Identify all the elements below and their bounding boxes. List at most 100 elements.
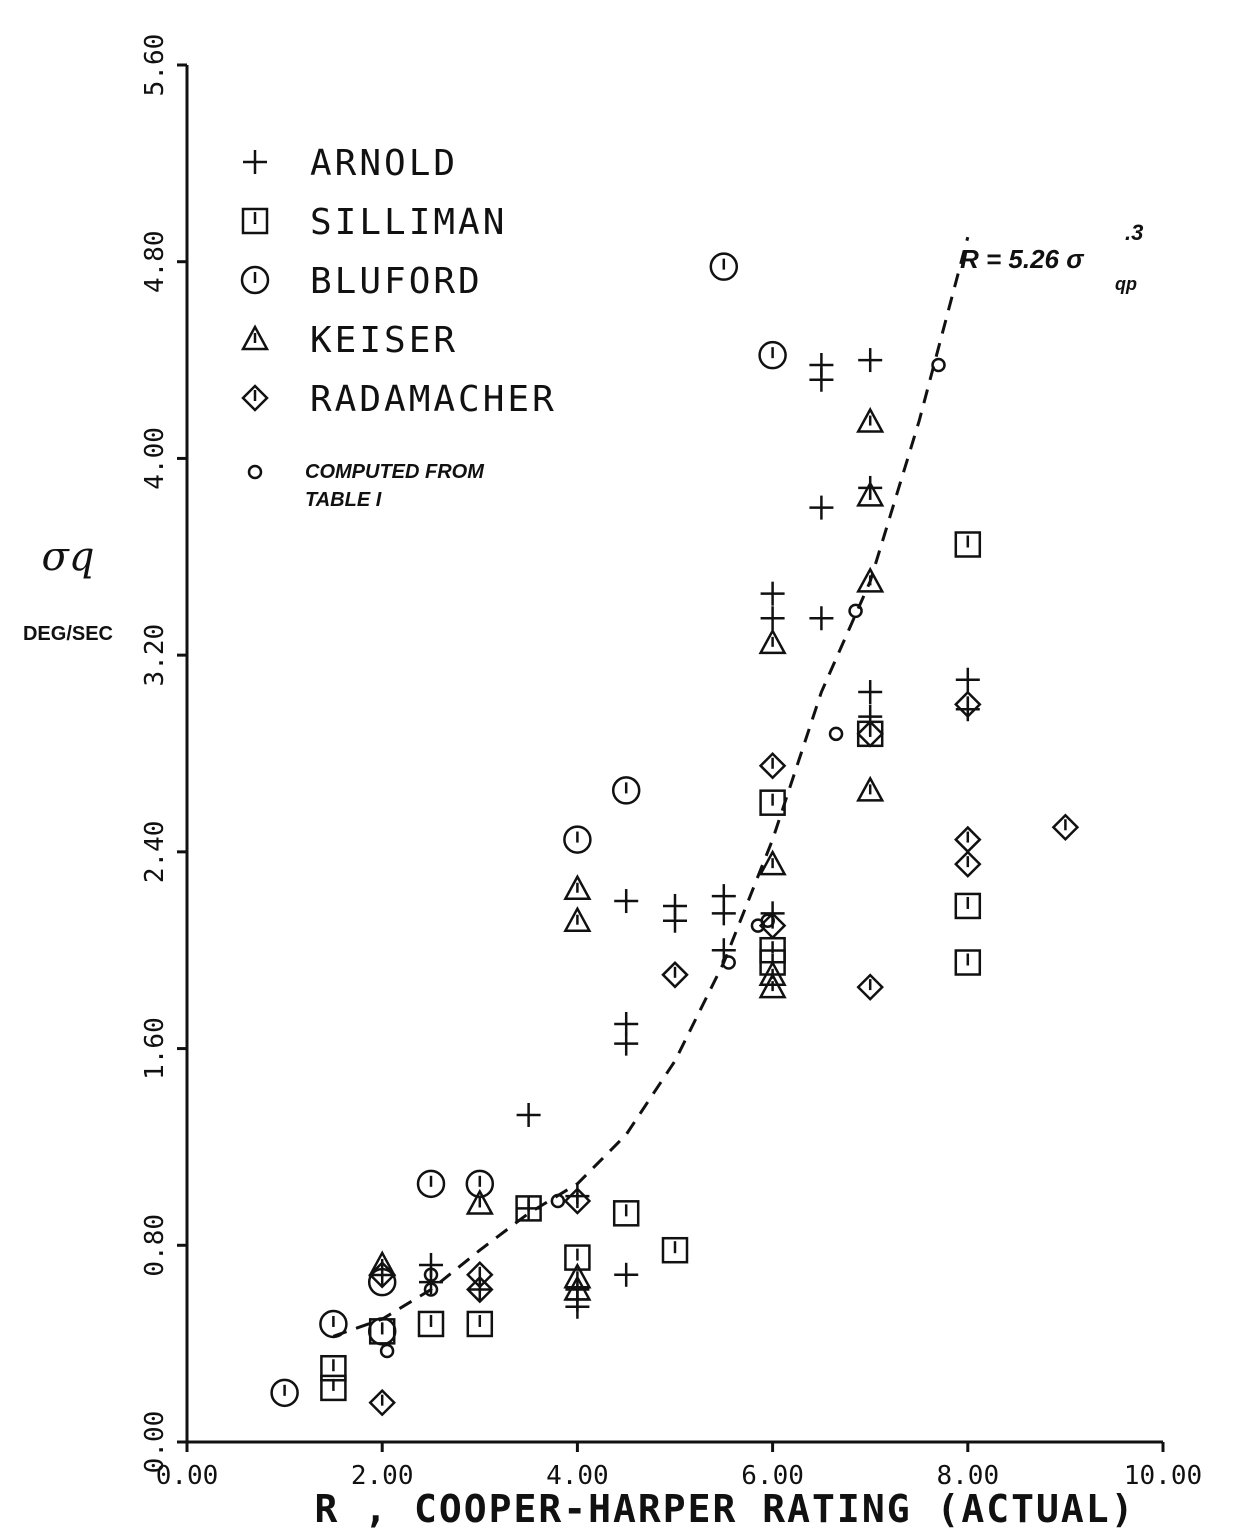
point-radamacher xyxy=(856,973,884,1001)
point-keiser xyxy=(563,874,592,900)
legend-marker-keiser xyxy=(240,324,270,351)
point-arnold xyxy=(809,606,834,631)
x-tick-label: 2.00 xyxy=(351,1461,414,1491)
point-arnold xyxy=(663,908,687,933)
legend-label-radamacher: RADAMACHER xyxy=(310,379,557,420)
point-silliman xyxy=(564,1244,591,1271)
legend-label-bluford: BLUFORD xyxy=(310,261,483,302)
point-arnold xyxy=(711,901,736,926)
legend-label-computed-from-table-i: COMPUTED FROM xyxy=(305,461,485,483)
point-silliman xyxy=(515,1195,542,1222)
legend-marker-bluford xyxy=(240,265,270,295)
point-silliman xyxy=(759,789,786,816)
point-silliman xyxy=(954,949,982,976)
point-bluford xyxy=(563,825,592,854)
x-tick-label: 6.00 xyxy=(741,1461,804,1491)
y-tick-label: 4.00 xyxy=(140,427,170,490)
point-radamacher xyxy=(368,1261,396,1289)
point-arnold xyxy=(419,1270,443,1295)
point-arnold xyxy=(760,606,785,631)
legend-label-computed-from-table-i-line2: TABLE I xyxy=(305,489,382,511)
point-silliman xyxy=(320,1374,347,1402)
y-tick-label: 0.00 xyxy=(140,1411,170,1474)
x-tick-label: 4.00 xyxy=(546,1461,609,1491)
y-axis-label: σq xyxy=(42,534,95,580)
y-axis-title: σq DEG/SEC xyxy=(23,534,113,645)
x-tick-label: 0.00 xyxy=(156,1461,219,1491)
point-keiser xyxy=(758,628,787,655)
x-tick-label: 8.00 xyxy=(936,1461,999,1491)
point-arnold xyxy=(614,1031,639,1056)
point-silliman xyxy=(417,1310,445,1338)
point-arnold xyxy=(809,495,834,520)
point-bluford xyxy=(319,1309,348,1339)
fit-annotation-text: R = 5.26 σ xyxy=(960,244,1085,274)
point-keiser xyxy=(856,775,885,802)
point-silliman xyxy=(466,1310,494,1338)
legend-marker-computed-from-table-i xyxy=(247,464,263,480)
point-arnold xyxy=(516,1102,541,1127)
point-arnold xyxy=(760,581,785,606)
fit-annotation-subscript: qp xyxy=(1115,274,1137,294)
point-radamacher xyxy=(368,1388,396,1417)
point-radamacher xyxy=(1051,813,1080,842)
point-radamacher xyxy=(954,690,982,719)
point-computed-from-table-i xyxy=(931,357,946,373)
point-radamacher xyxy=(954,825,982,854)
x-ticks: 0.00 2.00 4.00 6.00 8.00 10.00 xyxy=(156,1442,1202,1491)
point-arnold xyxy=(858,348,883,373)
x-axis-label: R , COOPER-HARPER RATING (ACTUAL) xyxy=(315,1487,1136,1531)
point-arnold xyxy=(858,680,883,705)
point-radamacher xyxy=(758,752,787,780)
y-axis-unit: DEG/SEC xyxy=(23,623,113,645)
point-keiser xyxy=(465,1188,494,1215)
point-keiser xyxy=(856,566,885,593)
point-bluford xyxy=(709,252,739,281)
point-computed-from-table-i xyxy=(423,1282,439,1297)
point-silliman xyxy=(954,531,982,558)
point-computed-from-table-i xyxy=(760,913,775,928)
legend: ARNOLD SILLIMAN BLUFORD KEISER RADAMACHER COM… xyxy=(240,143,557,511)
point-silliman xyxy=(612,1200,640,1227)
x-tick-label: 10.00 xyxy=(1124,1461,1202,1491)
point-radamacher xyxy=(856,720,884,748)
y-tick-label: 1.60 xyxy=(140,1017,170,1080)
y-tick-label: 5.60 xyxy=(140,34,170,97)
y-tick-label: 3.20 xyxy=(140,624,170,687)
point-bluford xyxy=(270,1378,299,1408)
point-keiser xyxy=(563,906,592,932)
point-keiser xyxy=(856,406,885,433)
point-arnold xyxy=(809,367,834,392)
point-silliman xyxy=(661,1236,689,1264)
point-radamacher xyxy=(661,961,689,989)
point-keiser xyxy=(758,849,787,876)
legend-marker-radamacher xyxy=(241,384,269,412)
legend-label-silliman: SILLIMAN xyxy=(310,202,507,243)
fit-curve xyxy=(332,236,970,1338)
data-points xyxy=(270,252,1080,1417)
legend-marker-arnold xyxy=(243,150,267,174)
y-ticks: 0.00 0.80 1.60 2.40 3.20 4.00 4.80 5.60 xyxy=(140,34,187,1474)
point-bluford xyxy=(611,776,641,805)
point-computed-from-table-i xyxy=(721,955,736,970)
point-radamacher xyxy=(563,1187,592,1215)
y-tick-label: 2.40 xyxy=(140,821,170,884)
point-bluford xyxy=(416,1169,446,1199)
y-tick-label: 4.80 xyxy=(140,230,170,293)
legend-marker-silliman xyxy=(241,207,269,235)
fit-annotation: R = 5.26 σ qp .3 xyxy=(960,220,1143,294)
point-arnold xyxy=(614,1262,639,1287)
point-radamacher xyxy=(466,1275,494,1304)
point-computed-from-table-i xyxy=(423,1267,439,1283)
fit-annotation-exponent: .3 xyxy=(1125,220,1143,245)
point-bluford xyxy=(465,1169,495,1199)
legend-label-keiser: KEISER xyxy=(310,320,458,361)
point-keiser xyxy=(563,1274,592,1301)
point-computed-from-table-i xyxy=(828,726,844,742)
point-bluford xyxy=(367,1317,397,1346)
point-arnold xyxy=(955,667,980,692)
point-silliman xyxy=(954,892,982,920)
y-tick-label: 0.80 xyxy=(140,1214,170,1277)
point-arnold xyxy=(614,889,639,914)
point-radamacher xyxy=(954,850,982,878)
